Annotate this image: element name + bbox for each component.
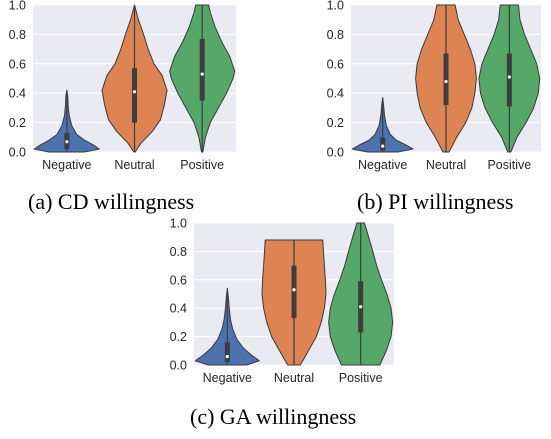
- x-tick-label-positive: Positive: [339, 371, 383, 385]
- x-tick-label-negative: Negative: [42, 158, 91, 172]
- iqr-box-neutral: [443, 53, 449, 105]
- caption-pi-willingness: (b) PI willingness: [357, 189, 514, 214]
- chart-ga-willingness: 0.0 0.2 0.4 0.6 0.8 1.0 Negative Neutral Positiv…: [158, 217, 418, 398]
- y-tick-label: 0.8: [327, 28, 344, 42]
- y-tick-label: 0.0: [327, 146, 344, 160]
- y-tick-label: 0.6: [170, 273, 187, 287]
- x-tick-label-neutral: Neutral: [114, 158, 154, 172]
- x-tick-label-neutral: Neutral: [426, 158, 466, 172]
- iqr-box-positive: [506, 53, 512, 107]
- chart-cd-willingness: 0.0 0.2 0.4 0.6 0.8 1.0 Negative Neutral Positiv…: [0, 0, 260, 180]
- caption-cd-willingness: (a) CD willingness: [28, 189, 195, 214]
- y-tick-label: 0.4: [170, 302, 187, 316]
- median-negative: [65, 140, 69, 144]
- chart-ga-svg: 0.0 0.2 0.4 0.6 0.8 1.0 Negative Neutral Positiv…: [170, 217, 394, 385]
- caption-ga-willingness: (c) GA willingness: [190, 404, 357, 429]
- y-tick-label: 1.0: [170, 217, 187, 231]
- y-tick-label: 0.4: [9, 87, 26, 101]
- y-tick-label: 0.4: [327, 87, 344, 101]
- median-positive: [507, 75, 511, 79]
- x-tick-label-positive: Positive: [180, 158, 224, 172]
- x-tick-label-negative: Negative: [203, 371, 252, 385]
- y-tick-label: 0.2: [327, 116, 344, 130]
- y-tick-label: 0.0: [170, 359, 187, 373]
- y-tick-label: 0.2: [9, 116, 26, 130]
- iqr-box-neutral: [291, 265, 297, 319]
- y-tick-label: 1.0: [327, 0, 344, 13]
- iqr-box-negative: [224, 342, 230, 363]
- median-positive: [359, 305, 363, 309]
- y-tick-label: 0.6: [327, 57, 344, 71]
- median-neutral: [292, 288, 296, 292]
- median-negative: [225, 354, 229, 359]
- iqr-box-negative: [380, 137, 386, 151]
- x-tick-label-neutral: Neutral: [274, 371, 314, 385]
- x-tick-label-positive: Positive: [487, 158, 531, 172]
- median-positive: [200, 72, 204, 76]
- y-tick-label: 0.6: [9, 57, 26, 71]
- median-neutral: [444, 79, 448, 84]
- chart-cd-svg: 0.0 0.2 0.4 0.6 0.8 1.0 Negative Neutral Positiv…: [9, 0, 236, 172]
- median-neutral: [132, 90, 137, 94]
- y-tick-label: 1.0: [9, 0, 26, 13]
- x-tick-label-negative: Negative: [358, 158, 407, 172]
- chart-pi-svg: 0.0 0.2 0.4 0.6 0.8 1.0 Negative Neutral Positiv…: [327, 0, 541, 172]
- y-tick-label: 0.8: [170, 245, 187, 259]
- iqr-box-neutral: [132, 68, 137, 123]
- chart-pi-willingness: 0.0 0.2 0.4 0.6 0.8 1.0 Negative Neutral Positiv…: [291, 0, 551, 180]
- y-tick-label: 0.8: [9, 28, 26, 42]
- y-tick-label: 0.2: [170, 330, 187, 344]
- median-negative: [381, 144, 385, 148]
- iqr-box-positive: [199, 38, 205, 101]
- y-tick-label: 0.0: [9, 146, 26, 160]
